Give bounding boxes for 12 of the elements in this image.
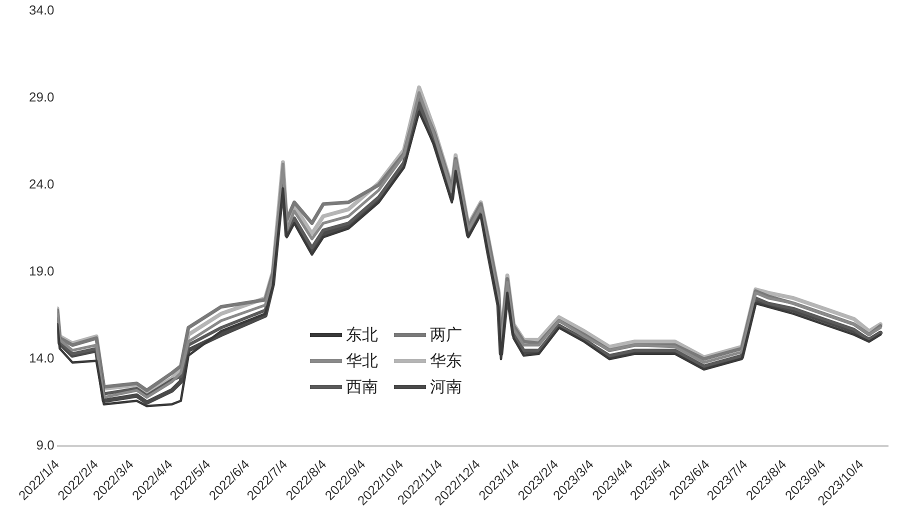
y-tick-label: 29.0 [28,89,54,104]
legend-label: 华东 [430,352,462,372]
legend-label: 东北 [346,326,378,346]
y-tick-label: 9.0 [36,438,54,453]
y-tick-label: 19.0 [28,264,54,279]
legend-label: 河南 [430,378,462,398]
legend-label: 西南 [346,378,378,398]
y-tick-label: 24.0 [28,176,54,192]
y-tick-label: 34.0 [28,2,54,18]
legend-label: 华北 [346,352,378,372]
legend-label: 两广 [430,326,462,346]
y-tick-label: 14.0 [28,350,54,366]
